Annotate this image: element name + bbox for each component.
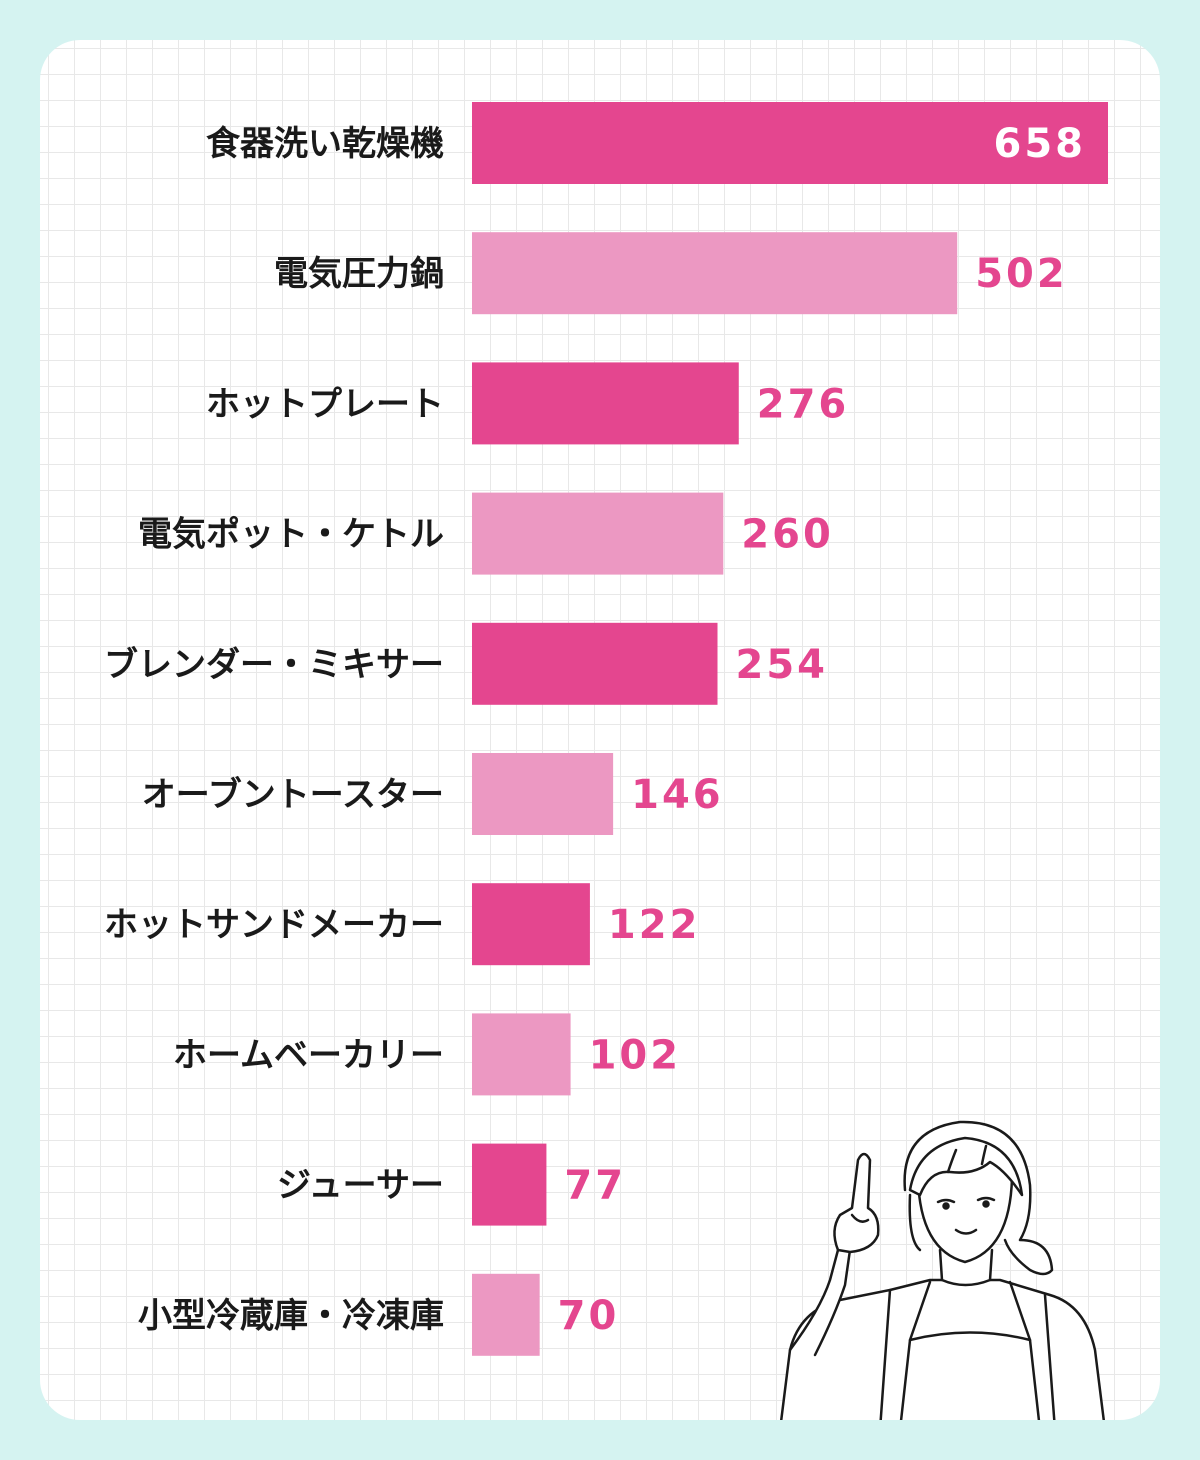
bar bbox=[472, 883, 590, 966]
category-label: 電気圧力鍋 bbox=[274, 254, 444, 294]
bar bbox=[472, 362, 739, 445]
chart-card: 食器洗い乾燥機 658 電気圧力鍋 502 ホットプレート 276 電気ポット・ケトル 260… bbox=[40, 40, 1160, 1420]
value-label: 658 bbox=[994, 121, 1087, 167]
value-label: 260 bbox=[741, 512, 834, 558]
bar bbox=[472, 102, 1108, 184]
category-label: ホームベーカリー bbox=[173, 1035, 444, 1075]
bar-chart: 食器洗い乾燥機 658 電気圧力鍋 502 ホットプレート 276 電気ポット・ケトル 260… bbox=[104, 102, 1108, 1356]
value-label: 254 bbox=[736, 642, 829, 688]
category-label: ホットサンドメーカー bbox=[104, 905, 444, 945]
value-label: 102 bbox=[589, 1032, 682, 1078]
bar bbox=[472, 492, 724, 575]
bar bbox=[472, 753, 614, 835]
bar bbox=[472, 1143, 547, 1226]
category-label: ホットプレート bbox=[206, 384, 444, 424]
value-label: 502 bbox=[975, 251, 1068, 297]
value-label: 70 bbox=[558, 1293, 620, 1339]
category-label: 電気ポット・ケトル bbox=[138, 515, 444, 555]
category-label: 小型冷蔵庫・冷凍庫 bbox=[138, 1296, 444, 1336]
value-label: 276 bbox=[757, 381, 850, 427]
value-label: 77 bbox=[564, 1163, 626, 1209]
bar bbox=[472, 1273, 540, 1356]
category-label: ブレンダー・ミキサー bbox=[104, 645, 444, 685]
bar bbox=[472, 232, 958, 315]
value-label: 146 bbox=[631, 772, 724, 818]
bar bbox=[472, 1013, 571, 1096]
category-label: 食器洗い乾燥機 bbox=[206, 124, 444, 164]
value-label: 122 bbox=[608, 902, 701, 948]
category-label: ジューサー bbox=[277, 1166, 444, 1206]
bar bbox=[472, 622, 718, 705]
category-label: オーブントースター bbox=[142, 775, 444, 815]
woman-pointing-up-illustration bbox=[779, 1120, 1106, 1420]
